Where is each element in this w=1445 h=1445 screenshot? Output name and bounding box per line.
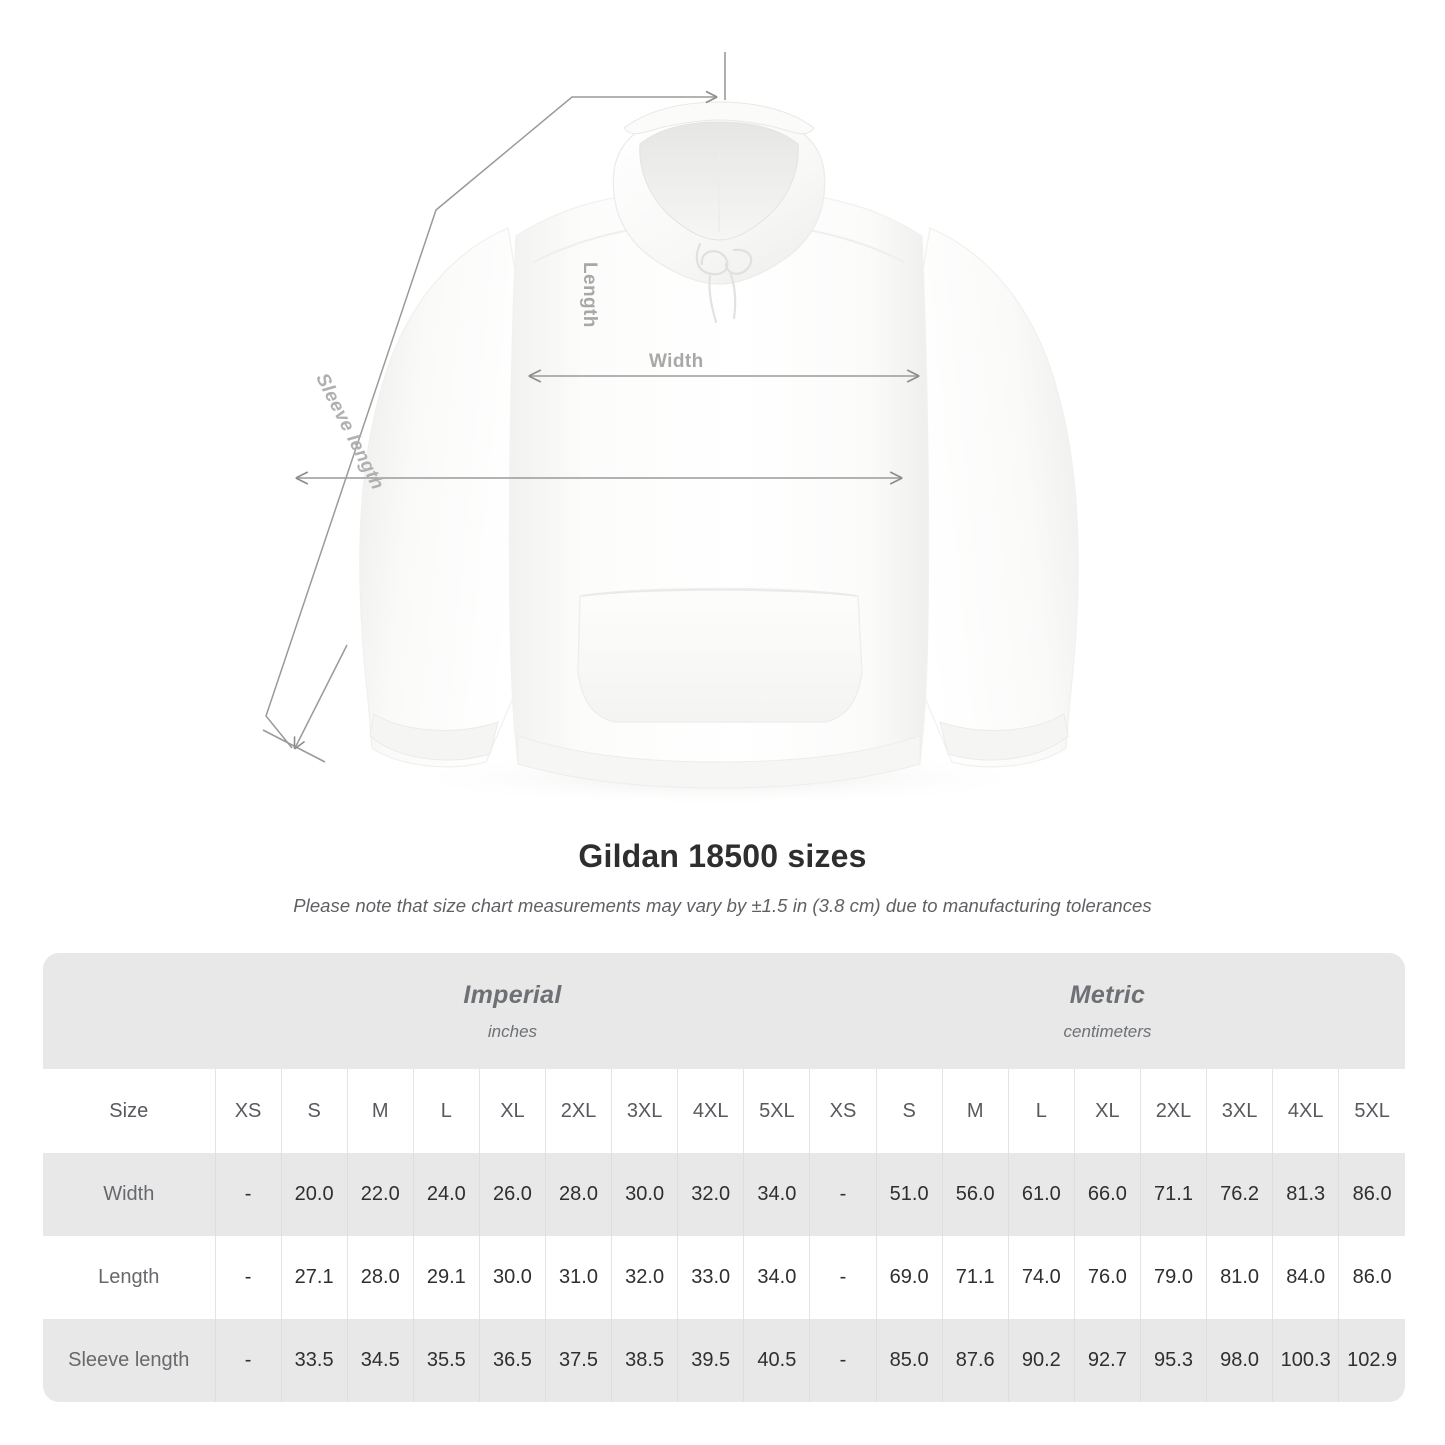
measurement-cell: 98.0 (1206, 1319, 1273, 1402)
measurement-cell: 39.5 (677, 1319, 744, 1402)
measurement-cell: 30.0 (611, 1153, 678, 1236)
size-header-cell: XS (214, 1069, 282, 1153)
measurement-cell: 74.0 (1007, 1236, 1075, 1319)
sleeve-length-dimension-line (262, 52, 726, 763)
measurement-cell: 32.0 (677, 1153, 744, 1236)
measurement-cell: - (214, 1319, 282, 1402)
measurement-cell: 51.0 (875, 1153, 943, 1236)
size-header-cell: 4XL (677, 1069, 744, 1153)
size-header-cell: M (941, 1069, 1009, 1153)
measurement-cell: 20.0 (280, 1153, 348, 1236)
size-header-cell: 2XL (1139, 1069, 1207, 1153)
row-header-length: Length (43, 1236, 215, 1319)
size-header-cell: XL (478, 1069, 546, 1153)
unit-name-imperial: Imperial (463, 980, 562, 1009)
unit-sub-imperial: inches (487, 1021, 538, 1041)
measurement-cell: 36.5 (478, 1319, 546, 1402)
unit-header-metric: Metric centimeters (809, 953, 1405, 1069)
size-chart-table: Imperial inches Metric centimeters Size XS S M L… (43, 953, 1405, 1402)
measurement-cell: 38.5 (611, 1319, 678, 1402)
measurement-cell: 76.0 (1073, 1236, 1141, 1319)
measurement-cell: 69.0 (875, 1236, 943, 1319)
measurement-cell: 85.0 (875, 1319, 943, 1402)
page-title: Gildan 18500 sizes (578, 838, 867, 874)
measurement-cell: 100.3 (1272, 1319, 1339, 1402)
measurement-cell: 34.0 (743, 1236, 810, 1319)
measurement-cell: 37.5 (544, 1319, 612, 1402)
measurement-annotations (262, 52, 920, 763)
size-header-cell: 5XL (1338, 1069, 1405, 1153)
measurement-cell: 33.0 (677, 1236, 744, 1319)
measurement-cell: 26.0 (478, 1153, 546, 1236)
measurement-cell: 81.0 (1206, 1236, 1273, 1319)
measurement-cell: 81.3 (1272, 1153, 1339, 1236)
size-header-cell: S (280, 1069, 348, 1153)
measurement-cell: 71.1 (941, 1236, 1009, 1319)
measurement-cell: 76.2 (1206, 1153, 1273, 1236)
measurement-cell: - (809, 1236, 877, 1319)
size-header-cell: XS (809, 1069, 877, 1153)
measurement-cell: 71.1 (1139, 1153, 1207, 1236)
measurement-cell: - (809, 1153, 877, 1236)
size-header-row: Size XS S M L XL 2XL 3XL 4XL 5XL XS S M L XL 2XL 3XL 4XL 5… (43, 1069, 1405, 1153)
measurement-cell: 56.0 (941, 1153, 1009, 1236)
measurement-cell: 35.5 (412, 1319, 480, 1402)
hoodie-measurement-diagram: Width Length Sleeve length (262, 52, 1079, 806)
unit-name-metric: Metric (1069, 980, 1146, 1009)
size-header-cell: M (346, 1069, 414, 1153)
size-chart-table-container: Imperial inches Metric centimeters Size XS S M L… (43, 953, 1405, 1402)
measurement-cell: 40.5 (743, 1319, 810, 1402)
measurement-cell: 90.2 (1007, 1319, 1075, 1402)
measurement-cell: 33.5 (280, 1319, 348, 1402)
measurement-cell: 84.0 (1272, 1236, 1339, 1319)
measurement-cell: 86.0 (1338, 1236, 1405, 1319)
measurement-cell: 61.0 (1007, 1153, 1075, 1236)
measurement-cell: 29.1 (412, 1236, 480, 1319)
measurement-cell: 79.0 (1139, 1236, 1207, 1319)
size-header-cell: 5XL (743, 1069, 810, 1153)
measurement-cell: 32.0 (611, 1236, 678, 1319)
measurement-cell: 30.0 (478, 1236, 546, 1319)
measurement-cell: 92.7 (1073, 1319, 1141, 1402)
tolerance-note: Please note that size chart measurements… (293, 895, 1152, 916)
measurement-cell: 34.5 (346, 1319, 414, 1402)
title-block: Gildan 18500 sizes Please note that size… (0, 838, 1445, 917)
size-header-cell: S (875, 1069, 943, 1153)
measurement-cell: - (214, 1153, 282, 1236)
hoodie-illustration (359, 101, 1079, 806)
measurement-cell: - (214, 1236, 282, 1319)
measurement-cell: - (809, 1319, 877, 1402)
size-header-cell: L (412, 1069, 480, 1153)
measurement-cell: 87.6 (941, 1319, 1009, 1402)
unit-header-imperial: Imperial inches (215, 953, 810, 1069)
measurement-cell: 28.0 (346, 1236, 414, 1319)
measurement-cell: 22.0 (346, 1153, 414, 1236)
table-row: Length -27.1 28.0 29.1 30.0 31.0 32.0 33.0 34.0-… (43, 1236, 1405, 1319)
measurement-cell: 86.0 (1338, 1153, 1405, 1236)
measurement-cell: 28.0 (544, 1153, 612, 1236)
measurement-cell: 31.0 (544, 1236, 612, 1319)
length-label: Length (579, 262, 600, 328)
size-header-cell: L (1007, 1069, 1075, 1153)
unit-header-row: Imperial inches Metric centimeters (43, 953, 1405, 1069)
measurement-cell: 102.9 (1338, 1319, 1405, 1402)
width-label: Width (649, 351, 704, 372)
size-header-cell: XL (1073, 1069, 1141, 1153)
measurement-cell: 24.0 (412, 1153, 480, 1236)
size-header-cell: 3XL (1206, 1069, 1273, 1153)
unit-row-spacer (43, 953, 215, 1069)
size-header-cell: 3XL (611, 1069, 678, 1153)
unit-sub-metric: centimeters (1063, 1021, 1152, 1041)
row-header-sleeve-length: Sleeve length (43, 1319, 215, 1402)
table-row: Sleeve length -33.5 34.5 35.5 36.5 37.5 38.5 39… (43, 1319, 1405, 1402)
row-header-width: Width (43, 1153, 215, 1236)
measurement-cell: 27.1 (280, 1236, 348, 1319)
size-header-cell: 2XL (544, 1069, 612, 1153)
measurement-cell: 95.3 (1139, 1319, 1207, 1402)
column-header-size: Size (43, 1069, 215, 1153)
table-row: Width -20.0 22.0 24.0 26.0 28.0 30.0 32.0 34.0-5… (43, 1153, 1405, 1236)
measurement-cell: 34.0 (743, 1153, 810, 1236)
size-header-cell: 4XL (1272, 1069, 1339, 1153)
measurement-cell: 66.0 (1073, 1153, 1141, 1236)
